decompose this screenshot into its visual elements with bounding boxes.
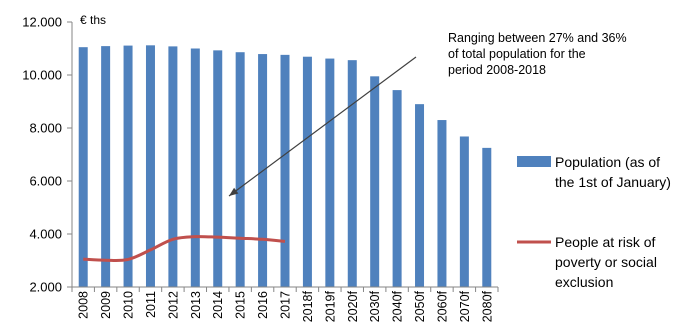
legend-label-risk: exclusion bbox=[555, 274, 613, 290]
legend-label-population: the 1st of January) bbox=[555, 174, 671, 190]
x-tick-label: 2050f bbox=[413, 290, 427, 322]
population-bar bbox=[280, 54, 290, 287]
x-tick-label: 2008 bbox=[77, 291, 91, 319]
population-bar bbox=[459, 136, 469, 287]
x-tick-label: 2015 bbox=[234, 291, 248, 319]
x-tick-label: 2010 bbox=[122, 291, 136, 319]
y-tick-label: 4.000 bbox=[29, 227, 62, 242]
legend-swatch-population bbox=[517, 156, 551, 167]
legend: Population (as of the 1st of January) Peop… bbox=[517, 154, 671, 290]
annotation-line: of total population for the bbox=[448, 47, 586, 61]
risk-line-path bbox=[83, 235, 286, 262]
x-tick-label: 2016 bbox=[256, 291, 270, 319]
annotation: Ranging between 27% and 36% of total popu… bbox=[228, 31, 627, 197]
population-bar bbox=[190, 48, 200, 287]
y-axis-unit: € ths bbox=[80, 13, 106, 27]
x-tick-label: 2060f bbox=[435, 290, 449, 322]
x-tick-label: 2020f bbox=[346, 290, 360, 322]
population-bar bbox=[145, 45, 155, 287]
x-tick-label: 2013 bbox=[189, 291, 203, 319]
x-tick-label: 2080f bbox=[480, 290, 494, 322]
x-tick-label: 2011 bbox=[144, 291, 158, 318]
population-bar bbox=[347, 60, 357, 287]
y-tick-label: 10.000 bbox=[22, 68, 62, 83]
y-tick-label: 12.000 bbox=[22, 15, 62, 30]
x-tick-label: 2014 bbox=[211, 291, 225, 319]
annotation-line: period 2008-2018 bbox=[448, 63, 546, 77]
legend-label-population: Population (as of bbox=[555, 154, 660, 170]
population-bar bbox=[482, 147, 492, 287]
annotation-arrow-line bbox=[228, 56, 417, 197]
population-bar bbox=[325, 58, 335, 287]
legend-label-risk: poverty or social bbox=[555, 254, 657, 270]
population-bar bbox=[437, 120, 447, 287]
x-tick-label: 2019f bbox=[323, 290, 337, 322]
x-tick-label: 2017 bbox=[279, 291, 293, 319]
population-bars bbox=[78, 45, 492, 288]
x-tick-label: 2018f bbox=[301, 290, 315, 322]
population-bar bbox=[101, 46, 111, 287]
x-axis-ticks: 2008 2009 2010 2011 2012 2013 2014 2015 2016 2017… bbox=[71, 287, 499, 322]
population-bar bbox=[392, 90, 402, 287]
population-bar bbox=[235, 52, 245, 288]
population-bar bbox=[415, 104, 425, 288]
y-tick-label: 2.000 bbox=[29, 280, 62, 295]
x-tick-label: 2009 bbox=[99, 291, 113, 319]
population-bar bbox=[168, 46, 178, 287]
legend-label-risk: People at risk of bbox=[555, 234, 655, 250]
population-bar bbox=[302, 56, 312, 288]
y-tick-label: 8.000 bbox=[29, 121, 62, 136]
annotation-line: Ranging between 27% and 36% bbox=[448, 31, 627, 45]
population-bar bbox=[123, 45, 133, 288]
x-tick-label: 2040f bbox=[391, 290, 405, 322]
risk-line bbox=[83, 235, 286, 262]
x-tick-label: 2030f bbox=[368, 290, 382, 322]
y-axis-ticks: 2.000 4.000 6.000 8.000 10.000 12.000 bbox=[22, 15, 72, 295]
population-bar bbox=[78, 47, 88, 287]
x-tick-label: 2012 bbox=[166, 291, 180, 319]
annotation-arrowhead bbox=[229, 187, 239, 196]
y-tick-label: 6.000 bbox=[29, 174, 62, 189]
population-bar bbox=[370, 76, 380, 287]
population-bar bbox=[213, 50, 223, 288]
x-tick-label: 2070f bbox=[458, 290, 472, 322]
